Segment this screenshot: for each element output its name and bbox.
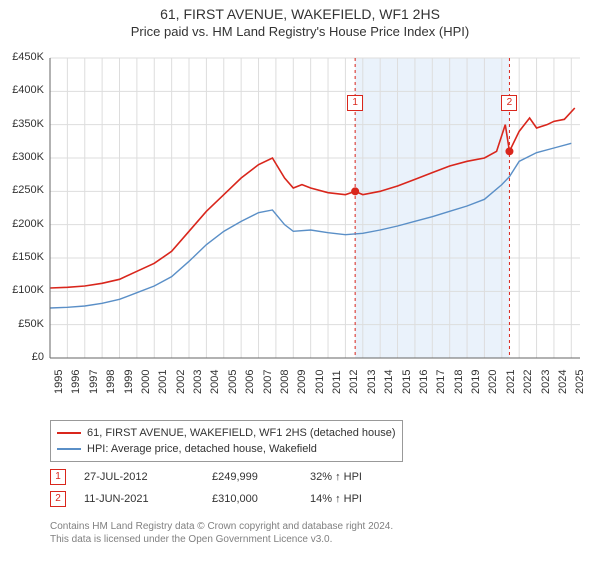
x-axis-label: 1999 bbox=[123, 370, 135, 394]
x-axis-label: 2021 bbox=[505, 370, 517, 394]
x-axis-label: 2013 bbox=[366, 370, 378, 394]
y-axis-label: £0 bbox=[2, 351, 44, 363]
x-axis-label: 2023 bbox=[540, 370, 552, 394]
sale-marker-label: 2 bbox=[501, 95, 517, 111]
x-axis-label: 2009 bbox=[296, 370, 308, 394]
x-axis-label: 1995 bbox=[53, 370, 65, 394]
sales-table: 1 27-JUL-2012 £249,999 32% ↑ HPI 2 11-JUN-202… bbox=[50, 466, 410, 510]
x-axis-label: 2011 bbox=[331, 370, 343, 394]
x-axis-label: 2002 bbox=[175, 370, 187, 394]
x-axis-label: 2020 bbox=[487, 370, 499, 394]
footer-line-1: Contains HM Land Registry data © Crown c… bbox=[50, 520, 393, 533]
y-axis-label: £450K bbox=[2, 51, 44, 63]
x-axis-label: 2025 bbox=[574, 370, 586, 394]
legend: 61, FIRST AVENUE, WAKEFIELD, WF1 2HS (de… bbox=[50, 420, 403, 462]
footer-line-2: This data is licensed under the Open Gov… bbox=[50, 533, 393, 546]
x-axis-label: 2006 bbox=[244, 370, 256, 394]
x-axis-label: 2008 bbox=[279, 370, 291, 394]
x-axis-label: 2001 bbox=[157, 370, 169, 394]
legend-swatch-2 bbox=[57, 448, 81, 450]
sale-row-price: £249,999 bbox=[212, 471, 292, 483]
x-axis-label: 2018 bbox=[453, 370, 465, 394]
y-axis-label: £150K bbox=[2, 251, 44, 263]
x-axis-label: 1997 bbox=[88, 370, 100, 394]
x-axis-label: 2017 bbox=[435, 370, 447, 394]
y-axis-label: £250K bbox=[2, 184, 44, 196]
x-axis-label: 2000 bbox=[140, 370, 152, 394]
x-axis-label: 2007 bbox=[262, 370, 274, 394]
x-axis-label: 2003 bbox=[192, 370, 204, 394]
sale-row: 2 11-JUN-2021 £310,000 14% ↑ HPI bbox=[50, 488, 410, 510]
x-axis-label: 2015 bbox=[401, 370, 413, 394]
legend-series-2: HPI: Average price, detached house, Wake… bbox=[57, 441, 396, 457]
x-axis-label: 2024 bbox=[557, 370, 569, 394]
footer: Contains HM Land Registry data © Crown c… bbox=[50, 520, 393, 546]
x-axis-label: 2012 bbox=[348, 370, 360, 394]
x-axis-label: 1996 bbox=[70, 370, 82, 394]
sale-row: 1 27-JUL-2012 £249,999 32% ↑ HPI bbox=[50, 466, 410, 488]
sale-row-price: £310,000 bbox=[212, 493, 292, 505]
sale-row-date: 11-JUN-2021 bbox=[84, 493, 194, 505]
y-axis-label: £100K bbox=[2, 284, 44, 296]
legend-label-2: HPI: Average price, detached house, Wake… bbox=[87, 443, 317, 455]
legend-swatch-1 bbox=[57, 432, 81, 434]
x-axis-label: 2004 bbox=[209, 370, 221, 394]
x-axis-label: 1998 bbox=[105, 370, 117, 394]
sale-row-diff: 14% ↑ HPI bbox=[310, 493, 410, 505]
sale-row-date: 27-JUL-2012 bbox=[84, 471, 194, 483]
legend-label-1: 61, FIRST AVENUE, WAKEFIELD, WF1 2HS (de… bbox=[87, 427, 396, 439]
x-axis-label: 2010 bbox=[314, 370, 326, 394]
sale-marker-label: 1 bbox=[347, 95, 363, 111]
sale-row-number: 1 bbox=[50, 469, 66, 485]
sale-row-number: 2 bbox=[50, 491, 66, 507]
sale-row-diff: 32% ↑ HPI bbox=[310, 471, 410, 483]
y-axis-label: £200K bbox=[2, 218, 44, 230]
x-axis-label: 2016 bbox=[418, 370, 430, 394]
legend-series-1: 61, FIRST AVENUE, WAKEFIELD, WF1 2HS (de… bbox=[57, 425, 396, 441]
x-axis-label: 2022 bbox=[522, 370, 534, 394]
y-axis-label: £300K bbox=[2, 151, 44, 163]
x-axis-label: 2005 bbox=[227, 370, 239, 394]
y-axis-label: £400K bbox=[2, 84, 44, 96]
x-axis-label: 2014 bbox=[383, 370, 395, 394]
x-axis-label: 2019 bbox=[470, 370, 482, 394]
price-chart bbox=[0, 6, 600, 362]
y-axis-label: £350K bbox=[2, 118, 44, 130]
y-axis-label: £50K bbox=[2, 318, 44, 330]
